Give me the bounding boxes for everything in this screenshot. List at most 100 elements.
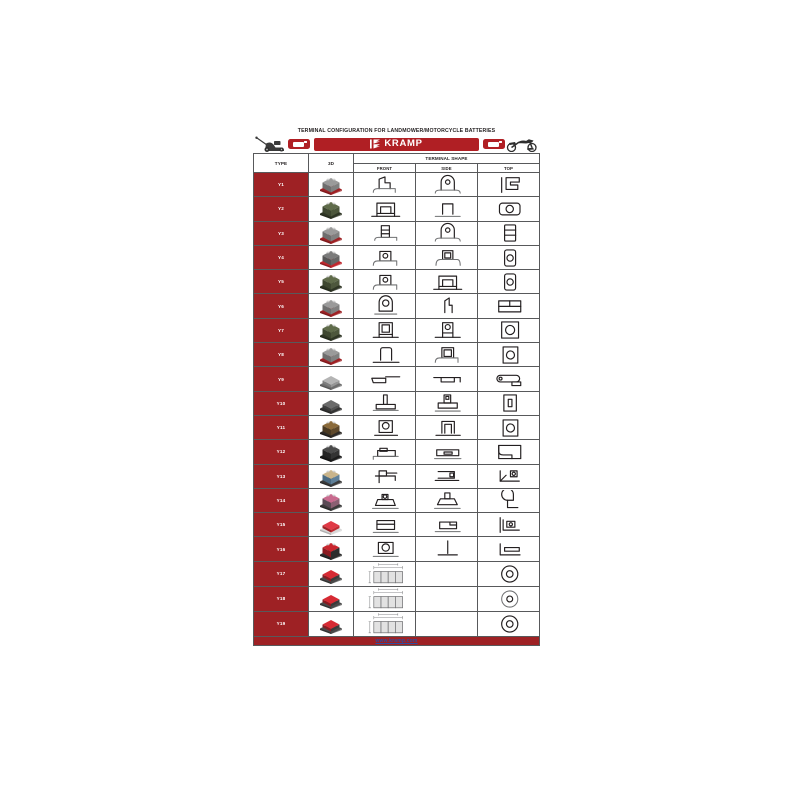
cell-top-view — [477, 414, 540, 441]
side-shape-y15-icon — [434, 521, 461, 532]
cell-top-view — [477, 317, 540, 344]
front-shape-y15-icon — [372, 519, 399, 533]
col-header-3d: 3D — [308, 153, 354, 173]
col-header-terminal-shape: TERMINAL SHAPE — [353, 153, 540, 164]
side-shape-y10-icon — [434, 394, 461, 412]
front-shape-y10-icon — [372, 394, 399, 412]
table-row[interactable]: Y7 — [253, 317, 540, 344]
lawnmower-icon — [255, 136, 284, 152]
table-row[interactable]: Y12 — [253, 439, 540, 465]
table-row[interactable]: Y10 — [253, 390, 540, 416]
cell-side-view — [415, 390, 478, 416]
table-row[interactable]: Y19 — [253, 610, 540, 637]
row-type-label: Y19 — [253, 610, 309, 637]
top-shape-y16-icon — [499, 543, 521, 556]
table-row[interactable]: Y4 — [253, 244, 540, 271]
side-shape-y5-icon — [432, 275, 462, 290]
cell-side-view — [415, 487, 478, 514]
cell-3d-view — [308, 560, 354, 587]
table-row[interactable]: Y1 — [253, 171, 540, 198]
side-shape-y13-icon — [434, 471, 459, 482]
table-row[interactable]: Y17 — [253, 560, 540, 587]
cell-side-view — [415, 317, 478, 344]
cell-3d-view — [308, 196, 354, 222]
cell-3d-view — [308, 366, 354, 392]
table-row[interactable]: Y9 — [253, 366, 540, 392]
front-shape-y11-icon — [373, 419, 398, 436]
top-shape-y11-icon — [502, 418, 518, 437]
table-row[interactable]: Y16 — [253, 536, 540, 562]
cell-3d-view — [308, 390, 354, 416]
front-shape-y7-icon — [372, 322, 399, 339]
cell-3d-view — [308, 585, 354, 612]
cell-side-view — [415, 293, 478, 319]
cell-3d-view — [308, 439, 354, 465]
kramp-logo-icon — [370, 139, 381, 149]
top-shape-y8-icon — [502, 346, 518, 364]
table-row[interactable]: Y6 — [253, 293, 540, 319]
side-shape-y11-icon — [434, 420, 461, 436]
row-type-label: Y13 — [253, 463, 309, 489]
cell-3d-view — [308, 512, 354, 538]
top-shape-circle-y17-icon — [500, 565, 518, 583]
front-shape-y2-icon — [370, 202, 400, 217]
table-row[interactable]: Y2 — [253, 196, 540, 222]
table-row[interactable]: Y11 — [253, 414, 540, 441]
table-row[interactable]: Y3 — [253, 220, 540, 246]
battery-3d-dark-red-icon — [320, 251, 342, 269]
cell-front-view — [353, 439, 416, 465]
cell-3d-view — [308, 244, 354, 271]
cell-front-view — [353, 171, 416, 198]
cell-3d-view — [308, 414, 354, 441]
row-type-label: Y1 — [253, 171, 309, 198]
row-type-label: Y11 — [253, 414, 309, 441]
cell-3d-view — [308, 463, 354, 489]
col-header-front: FRONT — [353, 163, 416, 173]
cell-3d-view — [308, 171, 354, 198]
table-row[interactable]: Y13 — [253, 463, 540, 489]
side-shape-y2-icon — [434, 203, 461, 217]
top-shape-y12-icon — [497, 444, 521, 460]
table-row[interactable]: Y8 — [253, 342, 540, 368]
cell-top-view — [477, 390, 540, 416]
cell-side-view — [415, 244, 478, 271]
cell-front-view — [353, 196, 416, 222]
cell-top-view — [477, 269, 540, 295]
cell-front-view — [353, 463, 416, 489]
cell-3d-view — [308, 342, 354, 368]
kramp-logo-badge: KRAMP — [314, 137, 479, 151]
table-row[interactable]: Y15 — [253, 512, 540, 538]
cell-top-view — [477, 342, 540, 368]
front-shape-y13-icon — [374, 470, 397, 484]
page-title: TERMINAL CONFIGURATION FOR LANDMOWER/MOT… — [297, 128, 496, 134]
side-shape-y3-icon — [434, 223, 461, 242]
row-type-label: Y6 — [253, 293, 309, 319]
table-row[interactable]: Y5 — [253, 269, 540, 295]
battery-3d-red-disc-icon — [320, 595, 342, 610]
side-shape-y16-icon — [437, 540, 458, 556]
terminal-configuration-poster: TERMINAL CONFIGURATION FOR LANDMOWER/MOT… — [253, 128, 540, 653]
battery-3d-grey-red-icon — [320, 348, 342, 366]
cell-side-view — [415, 196, 478, 222]
row-type-label: Y16 — [253, 536, 309, 562]
cell-front-view — [353, 512, 416, 538]
table-row[interactable]: Y18 — [253, 585, 540, 612]
cell-top-view — [477, 244, 540, 271]
battery-3d-brown-icon — [320, 421, 342, 439]
front-shape-y16-icon — [372, 541, 399, 557]
cell-side-view — [415, 536, 478, 562]
cell-front-view — [353, 585, 416, 612]
battery-3d-red-disc-icon — [320, 620, 342, 635]
side-shape-y1-icon — [434, 174, 461, 194]
top-shape-circle-y19-icon — [500, 615, 518, 633]
dimensioned-drawing-y19-icon — [368, 612, 403, 633]
cell-front-view — [353, 560, 416, 587]
table-row[interactable]: Y14 — [253, 487, 540, 514]
front-shape-y8-icon — [372, 346, 400, 363]
cell-side-view — [415, 560, 478, 587]
cell-front-view — [353, 244, 416, 271]
cell-front-view — [353, 536, 416, 562]
cell-side-view — [415, 610, 478, 637]
side-shape-y6-icon — [443, 297, 453, 314]
website-link[interactable]: www.kramp.com — [375, 637, 418, 644]
